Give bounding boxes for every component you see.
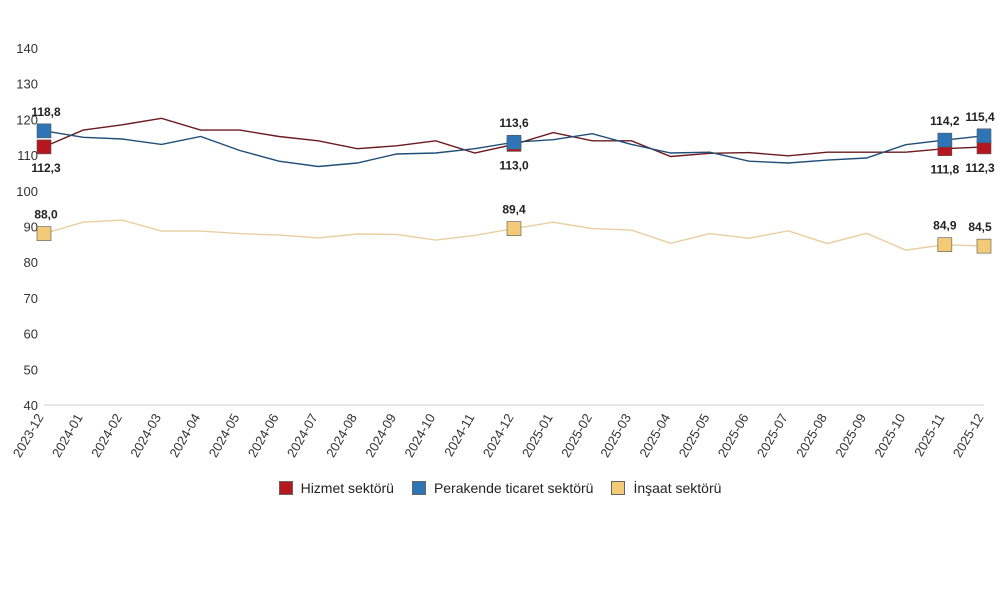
x-tick-label: 2025-02 bbox=[558, 411, 595, 460]
x-tick-label: 2024-08 bbox=[323, 411, 360, 460]
x-tick-label: 2024-12 bbox=[480, 411, 517, 460]
data-point-marker bbox=[36, 123, 52, 139]
y-tick-label: 130 bbox=[16, 77, 38, 92]
legend-swatch bbox=[278, 481, 293, 495]
data-point-marker bbox=[36, 139, 52, 155]
legend-label: Hizmet sektörü bbox=[300, 480, 394, 496]
legend-swatch bbox=[411, 481, 426, 495]
data-label: 118,8 bbox=[31, 105, 61, 119]
x-tick-label: 2024-07 bbox=[284, 411, 321, 460]
data-label: 115,4 bbox=[965, 110, 995, 124]
data-label: 88,0 bbox=[34, 208, 58, 222]
legend-label: İnşaat sektörü bbox=[633, 480, 722, 496]
data-label: 84,9 bbox=[933, 219, 957, 233]
x-tick-label: 2023-12 bbox=[10, 411, 47, 460]
x-tick-label: 2024-05 bbox=[206, 411, 243, 460]
x-tick-label: 2025-12 bbox=[950, 411, 987, 460]
x-tick-label: 2025-11 bbox=[911, 411, 947, 459]
y-tick-label: 40 bbox=[24, 398, 38, 413]
x-tick-label: 2025-03 bbox=[597, 411, 634, 460]
x-tick-label: 2025-06 bbox=[715, 411, 752, 460]
legend: Hizmet sektörü Perakende ticaret sektörü İ… bbox=[0, 480, 1000, 496]
y-tick-label: 70 bbox=[24, 291, 38, 306]
legend-label: Perakende ticaret sektörü bbox=[433, 480, 594, 496]
legend-swatch bbox=[611, 481, 626, 495]
x-tick-label: 2024-01 bbox=[49, 411, 86, 460]
y-tick-label: 100 bbox=[16, 184, 38, 199]
x-tick-label: 2025-05 bbox=[676, 411, 713, 460]
legend-item: Hizmet sektörü bbox=[278, 480, 394, 496]
x-tick-label: 2024-11 bbox=[441, 411, 477, 459]
data-label: 113,6 bbox=[499, 116, 529, 130]
data-label: 112,3 bbox=[965, 161, 995, 175]
y-tick-label: 90 bbox=[24, 220, 38, 235]
data-point-marker bbox=[36, 226, 52, 241]
y-tick-label: 110 bbox=[17, 148, 38, 163]
data-label: 89,4 bbox=[502, 203, 526, 217]
x-tick-label: 2025-07 bbox=[754, 411, 791, 460]
y-tick-label: 140 bbox=[16, 41, 38, 56]
data-point-marker bbox=[976, 238, 992, 254]
data-label: 84,5 bbox=[968, 220, 992, 234]
x-tick-label: 2025-08 bbox=[793, 411, 830, 460]
x-tick-label: 2025-01 bbox=[519, 411, 556, 460]
data-label: 114,2 bbox=[930, 114, 960, 128]
x-tick-label: 2024-09 bbox=[362, 411, 399, 460]
y-tick-label: 120 bbox=[16, 112, 38, 127]
data-point-marker bbox=[976, 128, 992, 144]
data-labels: 112,3 113,0 111,8 112,3 118,8 113,6 114,2 115,4… bbox=[31, 105, 995, 234]
data-label: 113,0 bbox=[499, 158, 529, 172]
y-tick-label: 60 bbox=[24, 327, 38, 342]
x-tick-label: 2024-03 bbox=[127, 411, 164, 460]
data-point-marker bbox=[937, 132, 953, 148]
legend-item: İnşaat sektörü bbox=[611, 480, 721, 496]
x-tick-label: 2024-04 bbox=[166, 411, 203, 460]
x-tick-label: 2025-10 bbox=[871, 411, 908, 460]
legend-item: Perakende ticaret sektörü bbox=[411, 480, 594, 496]
x-tick-label: 2024-06 bbox=[245, 411, 282, 460]
data-point-marker bbox=[506, 134, 522, 150]
x-tick-label: 2025-04 bbox=[636, 411, 673, 460]
x-tick-label: 2024-10 bbox=[401, 411, 438, 460]
y-tick-label: 50 bbox=[24, 362, 38, 377]
data-point-marker bbox=[506, 221, 522, 236]
data-point-marker bbox=[937, 237, 953, 253]
data-label: 111,8 bbox=[930, 163, 959, 177]
x-tick-label: 2025-09 bbox=[832, 411, 869, 460]
x-axis: 2023-12 2024-01 2024-02 2024-03 2024-04 2024-… bbox=[10, 404, 987, 460]
x-tick-label: 2024-02 bbox=[88, 411, 125, 460]
data-label: 112,3 bbox=[31, 161, 61, 175]
series-markers bbox=[36, 123, 992, 254]
y-tick-label: 80 bbox=[24, 255, 38, 270]
y-axis: 40 50 60 70 80 90 100 110 120 130 140 bbox=[16, 41, 38, 413]
